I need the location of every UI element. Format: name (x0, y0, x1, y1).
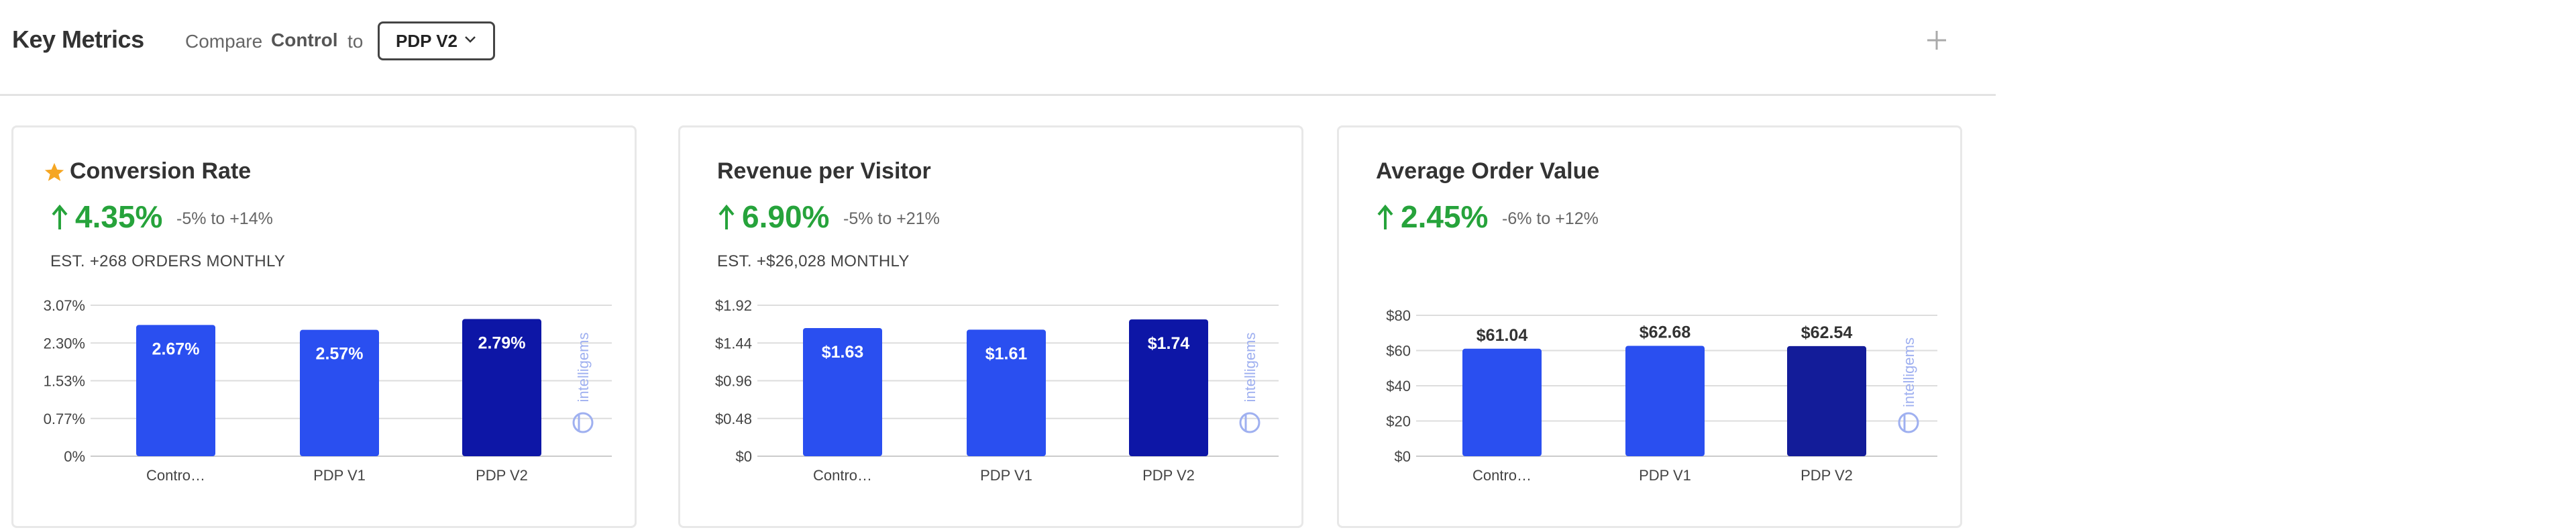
page-title: Key Metrics (12, 25, 144, 53)
bar-chart: 0% 0.77% 1.53% 2.30% 3.07% 2.67% Contro… 2.57% P… (44, 297, 612, 484)
metric-card-conversion-rate[interactable]: Conversion Rate 4.35% -5% to +14% EST. +… (11, 125, 637, 528)
bar (300, 329, 379, 456)
lift-range: -5% to +14% (176, 209, 273, 228)
brand-text: intelligems (1900, 337, 1917, 407)
y-tick-label: 0% (64, 448, 85, 465)
card-title: Revenue per Visitor (717, 158, 931, 184)
bar-value-label: $1.63 (822, 343, 864, 362)
card-title: Conversion Rate (70, 158, 252, 184)
metric-card-average-order-value[interactable]: Average Order Value 2.45% -6% to +12% $0… (1337, 125, 1962, 528)
bar-value-label: $1.74 (1148, 334, 1190, 353)
bar (1787, 346, 1866, 456)
bar-chart: $0 $20 $40 $60 $80 $61.04 Contro… $62.68 PDP V1 $… (1386, 307, 1937, 484)
y-tick-label: 0.77% (44, 411, 85, 427)
bar (803, 327, 882, 456)
lift-value: 2.45% (1401, 199, 1489, 234)
bar (462, 319, 541, 456)
bar-value-label: $61.04 (1477, 326, 1528, 345)
x-tick-label: Contro… (813, 467, 872, 484)
y-tick-label: $0.48 (715, 411, 752, 427)
brand-logo-icon (1239, 412, 1260, 433)
chevron-down-icon (465, 36, 476, 43)
bar-value-label: $62.54 (1801, 323, 1853, 342)
bar (1462, 348, 1542, 456)
to-label: to (347, 31, 364, 52)
y-tick-label: $0 (736, 448, 752, 465)
arrow-up-icon (1377, 204, 1393, 229)
y-tick-label: 2.30% (44, 335, 85, 352)
key-metrics-header: Key Metrics Compare Control to PDP V2 (0, 0, 1996, 96)
arrow-up-icon (718, 204, 735, 229)
bar-value-label: 2.57% (316, 345, 364, 364)
x-tick-label: PDP V1 (1639, 467, 1691, 484)
y-tick-label: $20 (1386, 413, 1411, 430)
lift-range: -5% to +21% (843, 209, 940, 228)
y-tick-label: $60 (1386, 343, 1411, 360)
bar-chart: $0 $0.48 $0.96 $1.44 $1.92 $1.63 Contro… $1.61 P… (715, 297, 1279, 484)
bar-value-label: 2.67% (152, 339, 200, 358)
y-tick-label: 3.07% (44, 297, 85, 314)
brand-logo-icon (572, 412, 594, 433)
brand-logo-icon (1898, 412, 1919, 433)
x-tick-label: PDP V1 (980, 467, 1032, 484)
intelligems-watermark: intelligems (1239, 333, 1260, 433)
x-tick-label: Contro… (146, 467, 205, 484)
estimate-label: EST. +$26,028 MONTHLY (717, 252, 910, 270)
bar (1129, 319, 1208, 456)
y-tick-label: $80 (1386, 307, 1411, 324)
metric-card-revenue-per-visitor[interactable]: Revenue per Visitor 6.90% -5% to +21% ES… (678, 125, 1303, 528)
variant-dropdown[interactable]: PDP V2 (378, 21, 495, 60)
y-tick-label: $0 (1395, 448, 1411, 465)
bar-value-label: $1.61 (985, 344, 1028, 363)
star-icon[interactable] (43, 161, 66, 184)
x-tick-label: PDP V2 (476, 467, 528, 484)
brand-text: intelligems (1242, 333, 1258, 403)
plus-icon[interactable] (1923, 27, 1950, 54)
lift-value: 4.35% (75, 199, 163, 234)
x-tick-label: PDP V2 (1801, 467, 1853, 484)
estimate-label: EST. +268 ORDERS MONTHLY (50, 252, 286, 270)
compare-label: Compare (185, 31, 263, 52)
y-tick-label: 1.53% (44, 373, 85, 390)
y-tick-label: $1.92 (715, 297, 752, 314)
brand-text: intelligems (575, 333, 592, 403)
y-tick-label: $1.44 (715, 335, 752, 352)
bar-value-label: 2.79% (478, 334, 526, 353)
intelligems-watermark: intelligems (1898, 337, 1919, 433)
bar (136, 325, 215, 456)
lift-value: 6.90% (742, 199, 830, 234)
x-tick-label: Contro… (1472, 467, 1532, 484)
x-tick-label: PDP V2 (1142, 467, 1195, 484)
y-tick-label: $40 (1386, 378, 1411, 394)
variant-dropdown-value: PDP V2 (396, 30, 458, 51)
bar (967, 329, 1046, 456)
card-title: Average Order Value (1376, 158, 1600, 184)
control-label: Control (271, 30, 338, 50)
y-tick-label: $0.96 (715, 373, 752, 390)
lift-range: -6% to +12% (1502, 209, 1599, 228)
x-tick-label: PDP V1 (313, 467, 366, 484)
bar-value-label: $62.68 (1640, 323, 1691, 341)
arrow-up-icon (52, 204, 68, 229)
bar (1625, 346, 1705, 456)
intelligems-watermark: intelligems (572, 333, 594, 433)
